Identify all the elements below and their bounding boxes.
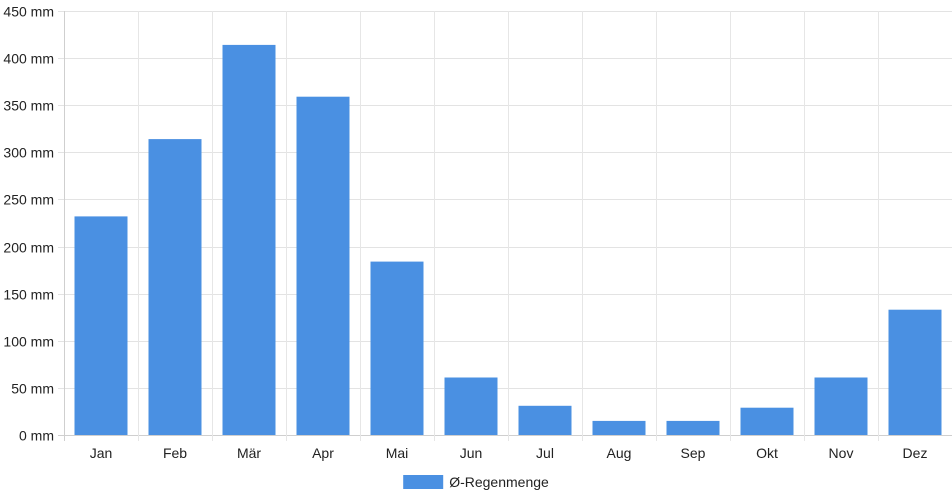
bar-apr[interactable] (296, 96, 350, 435)
bar-dez[interactable] (888, 309, 942, 435)
x-tick-label: Dez (903, 445, 928, 461)
bar-jun[interactable] (444, 377, 498, 436)
bar-jan[interactable] (74, 216, 128, 435)
bar-aug[interactable] (592, 420, 646, 435)
grid-layer (58, 11, 952, 441)
legend-swatch[interactable] (403, 475, 444, 489)
y-tick-label: 50 mm (11, 381, 54, 397)
bar-mai[interactable] (370, 261, 424, 435)
x-tick-label: Aug (607, 445, 632, 461)
y-tick-label: 100 mm (3, 334, 54, 350)
axis-layer: 0 mm 50 mm 100 mm 150 mm 200 mm 250 mm 300 mm 3… (3, 4, 927, 462)
x-tick-label: Sep (681, 445, 706, 461)
bar-nov[interactable] (814, 377, 868, 436)
x-tick-label: Jun (460, 445, 483, 461)
y-tick-label: 250 mm (3, 192, 54, 208)
y-tick-label: 400 mm (3, 51, 54, 67)
x-tick-label: Jul (536, 445, 554, 461)
y-tick-label: 150 mm (3, 287, 54, 303)
y-tick-label: 0 mm (19, 428, 54, 444)
y-tick-label: 450 mm (3, 4, 54, 20)
y-tick-label: 350 mm (3, 98, 54, 114)
x-tick-label: Jan (90, 445, 113, 461)
x-tick-label: Feb (163, 445, 187, 461)
x-tick-label: Mär (237, 445, 261, 461)
x-tick-label: Apr (312, 445, 334, 461)
bar-okt[interactable] (740, 407, 794, 435)
bars-layer (74, 44, 942, 436)
legend[interactable]: Ø-Regenmenge (403, 474, 549, 490)
legend-label[interactable]: Ø-Regenmenge (449, 474, 549, 490)
x-tick-label: Okt (756, 445, 778, 461)
y-tick-label: 200 mm (3, 240, 54, 256)
x-tick-label: Mai (386, 445, 409, 461)
y-tick-label: 300 mm (3, 145, 54, 161)
bar-jul[interactable] (518, 405, 572, 435)
bar-feb[interactable] (148, 139, 202, 435)
x-tick-label: Nov (829, 445, 854, 461)
bar-sep[interactable] (666, 420, 720, 435)
bar-mär[interactable] (222, 44, 276, 436)
